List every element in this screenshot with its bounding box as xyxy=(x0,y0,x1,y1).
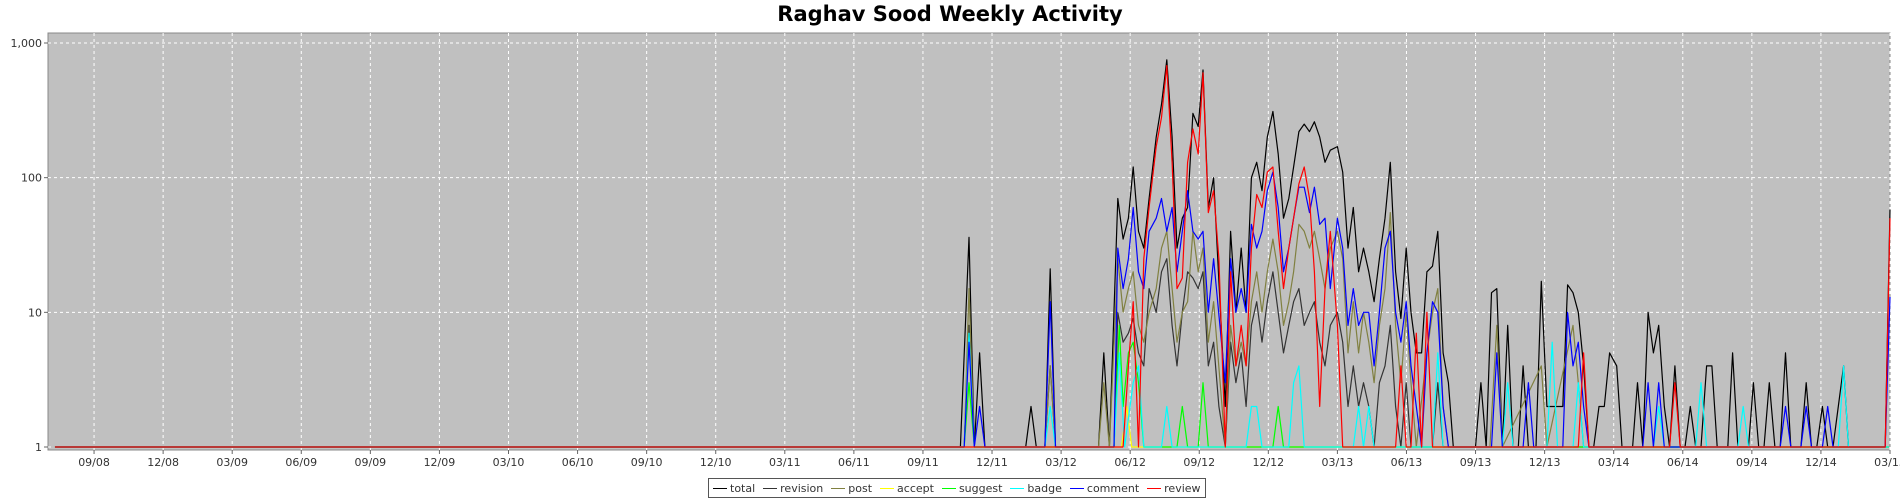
x-tick-label: 03/12 xyxy=(1045,456,1077,469)
legend-item-revision: revision xyxy=(763,482,823,495)
legend-item-review: review xyxy=(1147,481,1201,495)
series-line-review xyxy=(54,65,1891,448)
x-tick-label: 09/10 xyxy=(631,456,663,469)
axis-labels: 1 10 100 1,000 09/08 12/08 03/09 06/09 09/09 12/0… xyxy=(11,37,1900,469)
x-tick-label: 12/09 xyxy=(424,456,456,469)
y-tick-label: 100 xyxy=(21,172,42,185)
legend-item-comment: comment xyxy=(1069,481,1140,495)
legend-label: comment xyxy=(1086,481,1140,495)
chart-title: Raghav Sood Weekly Activity xyxy=(777,2,1123,26)
legend-label: badge xyxy=(1027,481,1062,495)
x-tick-label: 12/11 xyxy=(976,456,1008,469)
x-tick-label: 03/13 xyxy=(1322,456,1354,469)
x-tick-label: 03/14 xyxy=(1598,456,1630,469)
x-tick-label: 09/09 xyxy=(354,456,386,469)
legend-swatch xyxy=(713,487,727,489)
legend-swatch xyxy=(880,487,895,489)
legend-label: suggest xyxy=(958,481,1003,495)
x-tick-label: 09/14 xyxy=(1736,456,1768,469)
x-tick-label: 09/11 xyxy=(907,456,939,469)
y-tick-label: 1,000 xyxy=(11,37,43,50)
legend-swatch xyxy=(1069,487,1084,489)
legend-label: post xyxy=(848,481,873,495)
legend: total revision post accept suggest badge comme… xyxy=(708,478,1206,498)
x-tick-label: 09/12 xyxy=(1183,456,1215,469)
y-tick-label: 10 xyxy=(28,306,42,319)
x-tick-label: 06/13 xyxy=(1391,456,1423,469)
legend-item-total: total xyxy=(713,482,755,495)
series-line-comment xyxy=(54,171,1891,448)
chart-svg: 1 10 100 1,000 09/08 12/08 03/09 06/09 09/09 12/0… xyxy=(11,32,1900,469)
x-tick-label: 03/10 xyxy=(493,456,525,469)
x-tick-label: 03/09 xyxy=(216,456,248,469)
legend-swatch xyxy=(941,487,956,489)
x-tick-label: 12/08 xyxy=(147,456,179,469)
legend-label: revision xyxy=(780,481,824,495)
x-tick-label: 12/14 xyxy=(1805,456,1837,469)
x-tick-label: 12/12 xyxy=(1252,456,1284,469)
x-tick-label: 03/11 xyxy=(769,456,801,469)
x-tick-label: 06/12 xyxy=(1114,456,1146,469)
legend-swatch xyxy=(763,487,778,489)
y-tick-label: 1 xyxy=(35,441,42,454)
legend-item-badge: badge xyxy=(1010,481,1062,495)
x-tick-label: 12/13 xyxy=(1529,456,1561,469)
series-lines xyxy=(54,59,1891,448)
legend-label: accept xyxy=(897,481,934,495)
x-tick-label: 06/09 xyxy=(285,456,317,469)
legend-item-accept: accept xyxy=(880,482,934,495)
x-tick-label: 03/15 xyxy=(1874,456,1900,469)
legend-item-post: post xyxy=(831,482,872,495)
legend-swatch xyxy=(831,487,846,489)
x-tick-label: 06/14 xyxy=(1667,456,1699,469)
x-tick-label: 12/10 xyxy=(700,456,732,469)
x-tick-label: 09/08 xyxy=(78,456,110,469)
legend-swatch xyxy=(1010,487,1025,489)
legend-item-suggest: suggest xyxy=(941,481,1003,495)
legend-label: review xyxy=(1164,481,1201,495)
x-tick-label: 09/13 xyxy=(1460,456,1492,469)
legend-label: total xyxy=(730,481,756,495)
x-tick-label: 06/10 xyxy=(562,456,594,469)
legend-swatch xyxy=(1147,487,1162,489)
x-tick-label: 06/11 xyxy=(838,456,870,469)
